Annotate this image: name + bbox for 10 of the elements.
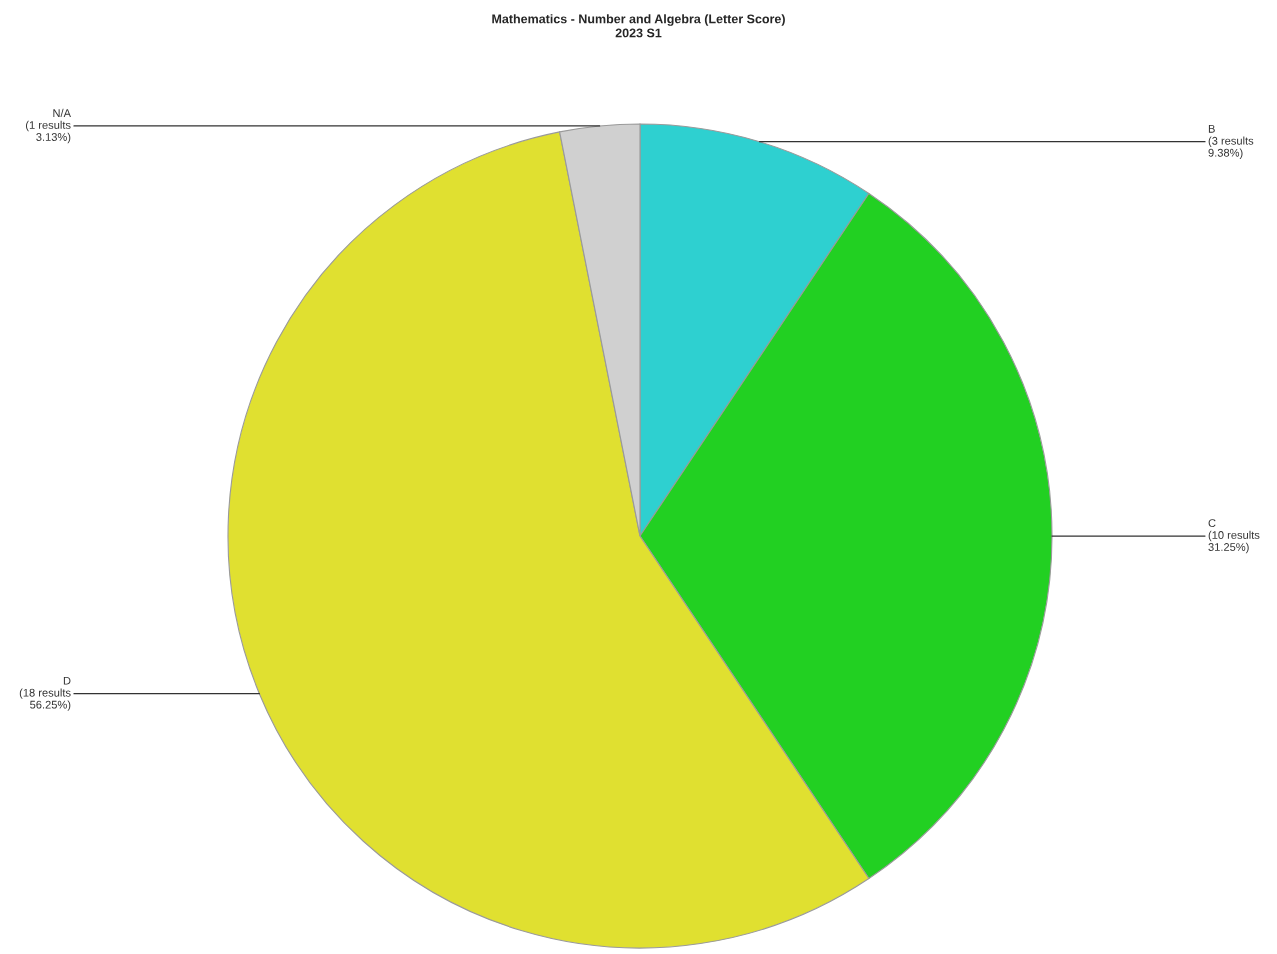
- data-label: (10 results 31.25%): [1208, 530, 1260, 554]
- chart-title: Mathematics - Number and Algebra (Letter Score): [492, 14, 785, 26]
- slice-label: D: [63, 676, 71, 685]
- slice-label: B: [1208, 125, 1215, 133]
- slice-label: N/A: [53, 108, 71, 117]
- data-label: (18 results 56.25%): [19, 688, 71, 711]
- chart-subtitle: 2023 S1: [615, 28, 662, 38]
- data-label: (1 results 3.13%): [26, 120, 71, 144]
- slice-label: C: [1208, 519, 1216, 528]
- data-label: (3 results 9.38%): [1208, 136, 1254, 159]
